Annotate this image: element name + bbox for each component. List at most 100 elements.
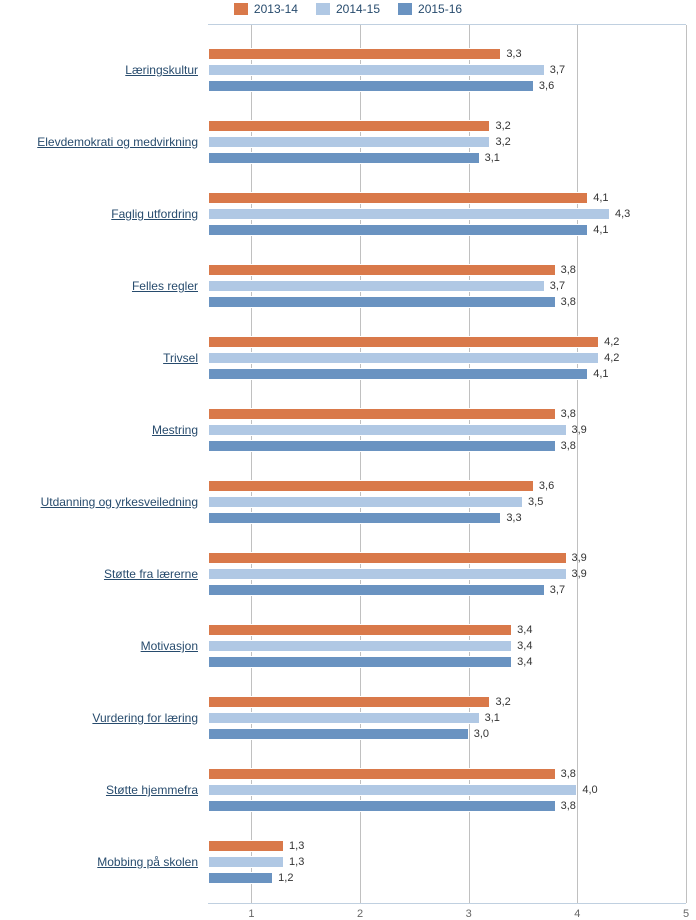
bar[interactable] (208, 64, 545, 76)
bar-value-label: 1,2 (278, 872, 293, 884)
bar[interactable] (208, 512, 501, 524)
category-group: Utdanning og yrkesveiledning3,63,53,3 (208, 480, 686, 524)
category-label[interactable]: Motivasjon (141, 639, 208, 653)
legend-item[interactable]: 2014-15 (316, 2, 380, 16)
bar-value-label: 3,2 (495, 120, 510, 132)
x-tick-label: 3 (466, 908, 472, 920)
bar-value-label: 3,3 (506, 512, 521, 524)
legend-label: 2014-15 (336, 2, 380, 16)
bar[interactable] (208, 728, 469, 740)
category-label[interactable]: Vurdering for læring (92, 711, 208, 725)
bar-value-label: 3,8 (561, 800, 576, 812)
bar[interactable] (208, 48, 501, 60)
bar[interactable] (208, 584, 545, 596)
bar-value-label: 3,7 (550, 64, 565, 76)
bar-value-label: 3,6 (539, 80, 554, 92)
bar-value-label: 1,3 (289, 840, 304, 852)
bar[interactable] (208, 568, 567, 580)
category-label[interactable]: Felles regler (132, 279, 208, 293)
bar[interactable] (208, 640, 512, 652)
category-group: Faglig utfordring4,14,34,1 (208, 192, 686, 236)
category-label[interactable]: Elevdemokrati og medvirkning (37, 135, 208, 149)
legend-label: 2013-14 (254, 2, 298, 16)
category-label[interactable]: Trivsel (163, 351, 208, 365)
bar-value-label: 3,3 (506, 48, 521, 60)
bar-value-label: 3,4 (517, 656, 532, 668)
bar[interactable] (208, 712, 480, 724)
bar-value-label: 3,0 (474, 728, 489, 740)
bar[interactable] (208, 496, 523, 508)
category-group: Mobbing på skolen1,31,31,2 (208, 840, 686, 884)
bar-value-label: 3,8 (561, 408, 576, 420)
bar[interactable] (208, 424, 567, 436)
bar[interactable] (208, 224, 588, 236)
x-tick-label: 2 (357, 908, 363, 920)
bar-value-label: 3,2 (495, 696, 510, 708)
bar[interactable] (208, 552, 567, 564)
bar-value-label: 3,9 (572, 424, 587, 436)
bar-value-label: 3,4 (517, 640, 532, 652)
category-group: Elevdemokrati og medvirkning3,23,23,1 (208, 120, 686, 164)
bar[interactable] (208, 800, 556, 812)
bar[interactable] (208, 296, 556, 308)
bar[interactable] (208, 840, 284, 852)
bar[interactable] (208, 696, 490, 708)
category-label[interactable]: Utdanning og yrkesveiledning (41, 495, 208, 509)
bar[interactable] (208, 656, 512, 668)
x-tick-label: 4 (574, 908, 580, 920)
bar-value-label: 4,0 (582, 784, 597, 796)
bar-value-label: 1,3 (289, 856, 304, 868)
bar[interactable] (208, 856, 284, 868)
bar[interactable] (208, 264, 556, 276)
bar[interactable] (208, 152, 480, 164)
bar[interactable] (208, 136, 490, 148)
bar[interactable] (208, 368, 588, 380)
bar-value-label: 4,2 (604, 352, 619, 364)
bar[interactable] (208, 336, 599, 348)
category-group: Støtte fra lærerne3,93,93,7 (208, 552, 686, 596)
bar[interactable] (208, 80, 534, 92)
category-group: Læringskultur3,33,73,6 (208, 48, 686, 92)
bar[interactable] (208, 768, 556, 780)
bar[interactable] (208, 872, 273, 884)
bar-value-label: 3,8 (561, 296, 576, 308)
bar[interactable] (208, 280, 545, 292)
legend-item[interactable]: 2013-14 (234, 2, 298, 16)
category-label[interactable]: Støtte fra lærerne (104, 567, 208, 581)
bar[interactable] (208, 120, 490, 132)
bar[interactable] (208, 408, 556, 420)
bar-value-label: 3,1 (485, 712, 500, 724)
plot-area: Læringskultur3,33,73,6Elevdemokrati og m… (208, 24, 686, 904)
bar-value-label: 3,1 (485, 152, 500, 164)
bar-value-label: 4,2 (604, 336, 619, 348)
bar-value-label: 4,1 (593, 368, 608, 380)
category-label[interactable]: Mobbing på skolen (97, 855, 208, 869)
survey-bar-chart: 2013-14 2014-15 2015-16 Læringskultur 3,3 3,7… (0, 0, 696, 917)
bar[interactable] (208, 624, 512, 636)
bar[interactable] (208, 480, 534, 492)
bar[interactable] (208, 192, 588, 204)
category-group: Vurdering for læring3,23,13,0 (208, 696, 686, 740)
legend-swatch (316, 3, 330, 15)
bar-value-label: 4,1 (593, 192, 608, 204)
legend-label: 2015-16 (418, 2, 462, 16)
category-label[interactable]: Mestring (152, 423, 208, 437)
bar[interactable] (208, 208, 610, 220)
category-label[interactable]: Læringskultur (125, 63, 208, 77)
category-label[interactable]: Støtte hjemmefra (106, 783, 208, 797)
bar[interactable] (208, 440, 556, 452)
category-group: Motivasjon3,43,43,4 (208, 624, 686, 668)
bar-value-label: 4,3 (615, 208, 630, 220)
bar-value-label: 4,1 (593, 224, 608, 236)
bar[interactable] (208, 352, 599, 364)
legend-item[interactable]: 2015-16 (398, 2, 462, 16)
bar-value-label: 3,7 (550, 584, 565, 596)
category-group: Mestring3,83,93,8 (208, 408, 686, 452)
legend-swatch (398, 3, 412, 15)
category-label[interactable]: Faglig utfordring (111, 207, 208, 221)
bar-value-label: 3,6 (539, 480, 554, 492)
category-group: Støtte hjemmefra3,84,03,8 (208, 768, 686, 812)
bar[interactable] (208, 784, 577, 796)
bar-value-label: 3,9 (572, 552, 587, 564)
legend: 2013-14 2014-15 2015-16 (0, 2, 696, 16)
